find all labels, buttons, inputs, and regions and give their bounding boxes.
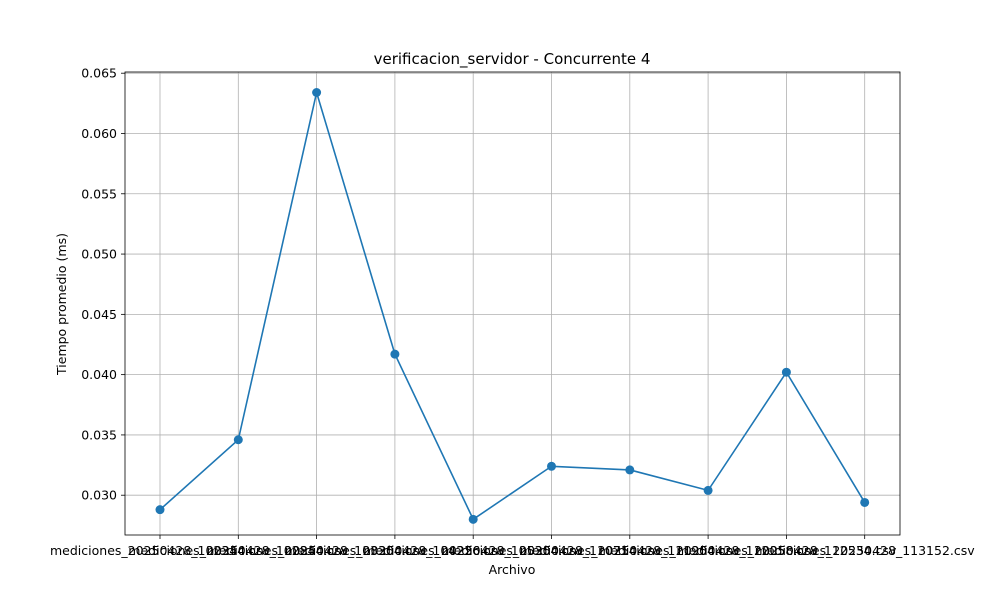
data-point [390, 349, 400, 359]
x-tick-label: mediciones_20250428_105304.csv [363, 543, 584, 558]
x-tick-label: mediciones_20250428_104226.csv [285, 543, 506, 558]
data-point [155, 505, 165, 515]
data-point [860, 497, 870, 507]
data-point [312, 87, 322, 97]
y-tick-labels: 0.030 0.035 0.040 0.045 0.050 0.055 0.060 0.065 [81, 66, 117, 503]
x-tick-label: mediciones_20250428_111904.csv [520, 543, 741, 558]
axis-ticks [121, 72, 866, 539]
y-tick-label: 0.040 [81, 367, 117, 382]
chart-title: verificacion_servidor - Concurrente 4 [374, 50, 651, 69]
y-tick-label: 0.035 [81, 427, 117, 442]
x-tick-label: mediciones_20250428_103304.csv [207, 543, 428, 558]
x-tick-label: mediciones_20250428_110714.csv [442, 543, 663, 558]
y-axis-label: Tiempo promedio (ms) [54, 233, 69, 376]
y-tick-label: 0.060 [81, 126, 117, 141]
plot-frame [124, 71, 901, 536]
y-tick-label: 0.045 [81, 307, 117, 322]
series-line [159, 89, 866, 521]
y-tick-label: 0.065 [81, 66, 117, 81]
data-point [625, 465, 635, 475]
data-point [703, 485, 713, 495]
y-tick-label: 0.030 [81, 488, 117, 503]
data-point [233, 435, 243, 445]
grid-lines [125, 72, 900, 535]
y-tick-label: 0.050 [81, 247, 117, 262]
x-tick-labels: mediciones_20250428_102344.csvmediciones… [50, 543, 975, 558]
series-points [155, 87, 870, 524]
x-tick-label: mediciones_20250428_102844.csv [128, 543, 349, 558]
x-tick-label: mediciones_20250428_113152.csv [755, 543, 976, 558]
y-tick-label: 0.055 [81, 186, 117, 201]
x-axis-label: Archivo [489, 562, 536, 577]
data-point [781, 367, 791, 377]
x-tick-label: mediciones_20250428_112058.csv [598, 543, 819, 558]
data-point [468, 514, 478, 524]
x-tick-label: mediciones_20250428_112534.csv [676, 543, 897, 558]
x-tick-label: mediciones_20250428_102344.csv [50, 543, 271, 558]
data-point [547, 461, 556, 471]
